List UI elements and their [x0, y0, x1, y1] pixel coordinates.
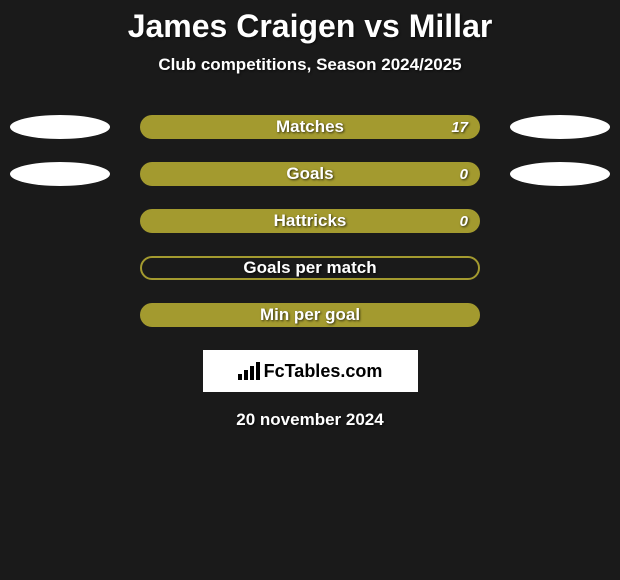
stat-row: Hattricks 0 [0, 209, 620, 233]
logo: FcTables.com [238, 361, 383, 382]
stat-rows: Matches 17 Goals 0 Hattricks 0 Goals per match… [0, 115, 620, 327]
stat-label: Goals per match [243, 258, 376, 278]
player-left-marker [10, 162, 110, 186]
player-right-marker [510, 115, 610, 139]
logo-box: FcTables.com [203, 350, 418, 392]
stat-label: Hattricks [274, 211, 347, 231]
stat-bar: Min per goal [140, 303, 480, 327]
stat-bar: Matches 17 [140, 115, 480, 139]
stat-value: 17 [451, 119, 468, 136]
stat-bar: Goals 0 [140, 162, 480, 186]
stat-label: Matches [276, 117, 344, 137]
player-right-marker [510, 162, 610, 186]
stat-value: 0 [460, 166, 468, 183]
stat-row: Matches 17 [0, 115, 620, 139]
subtitle: Club competitions, Season 2024/2025 [0, 55, 620, 75]
stat-row: Min per goal [0, 303, 620, 327]
stat-value: 0 [460, 213, 468, 230]
stat-row: Goals per match [0, 256, 620, 280]
stat-bar: Hattricks 0 [140, 209, 480, 233]
stat-label: Goals [286, 164, 333, 184]
date-text: 20 november 2024 [0, 410, 620, 430]
player-left-marker [10, 115, 110, 139]
stat-row: Goals 0 [0, 162, 620, 186]
stat-bar: Goals per match [140, 256, 480, 280]
stat-label: Min per goal [260, 305, 360, 325]
logo-text: FcTables.com [264, 361, 383, 382]
page-title: James Craigen vs Millar [0, 8, 620, 45]
bars-icon [238, 362, 260, 380]
comparison-infographic: James Craigen vs Millar Club competition… [0, 0, 620, 430]
